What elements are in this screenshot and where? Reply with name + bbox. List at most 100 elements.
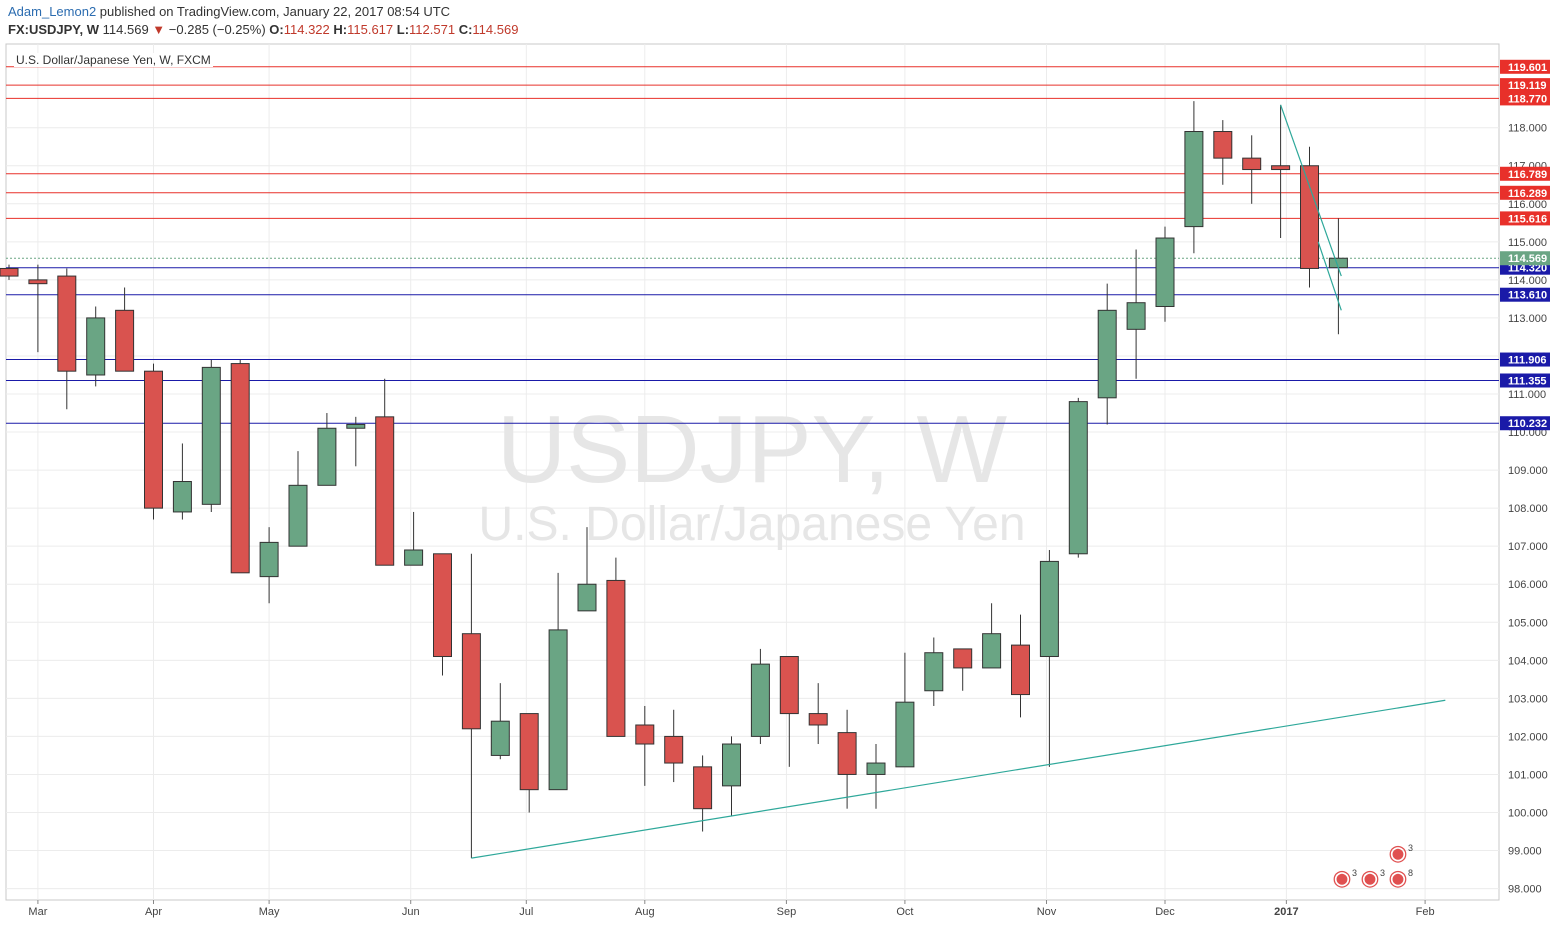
candle-body	[779, 656, 799, 715]
price-level-tag	[1500, 416, 1550, 431]
y-tick-label: 101.000	[1508, 769, 1548, 781]
x-tick-label: Aug	[635, 906, 655, 918]
x-tick-label: Feb	[1416, 906, 1435, 918]
y-tick-label: 116.000	[1508, 199, 1547, 211]
candle-body	[1097, 309, 1117, 399]
chart-area[interactable]: 98.000 99.000 100.000 101.000 102.000 103.000…	[0, 42, 1556, 926]
candle-body	[461, 633, 481, 730]
price-chart[interactable]: 98.000 99.000 100.000 101.000 102.000 103.000…	[0, 42, 1556, 926]
y-tick-label: 106.000	[1508, 579, 1548, 591]
price-level-tag	[1500, 211, 1550, 226]
event-marker-count: 3	[1408, 843, 1413, 853]
candle-body	[953, 648, 973, 669]
candle-body	[317, 427, 337, 486]
candle-body	[664, 735, 684, 764]
price-level-label: 119.119	[1508, 80, 1547, 92]
y-tick-label: 103.000	[1508, 693, 1548, 705]
high-label: H:	[333, 22, 348, 37]
y-tick-label: 104.000	[1508, 655, 1548, 667]
candle-body	[28, 279, 48, 285]
price-level-label: 116.289	[1508, 188, 1547, 200]
y-tick-label: 102.000	[1508, 731, 1548, 743]
candle-body	[808, 713, 828, 726]
candle-body	[1155, 237, 1175, 308]
candle-body	[1213, 131, 1233, 159]
candle-body	[490, 720, 510, 756]
candle-body	[606, 579, 626, 737]
price-level-tag	[1500, 166, 1550, 181]
candle-body	[259, 541, 279, 578]
x-tick-label: May	[259, 906, 280, 918]
candle-body	[1242, 157, 1262, 171]
y-tick-label: 109.000	[1508, 465, 1548, 477]
price-level-label: 119.601	[1508, 62, 1547, 74]
y-tick-label: 107.000	[1508, 541, 1548, 553]
candle-body	[115, 309, 135, 372]
low-label: L:	[396, 22, 410, 37]
price-level-label: 118.770	[1508, 93, 1547, 105]
candle-body	[1126, 302, 1146, 330]
candle-body	[895, 701, 915, 768]
trendline	[1317, 241, 1342, 311]
event-marker-icon: ◉	[1360, 865, 1379, 890]
price-level-tag	[1500, 352, 1550, 367]
candle-body	[1068, 401, 1088, 555]
event-marker-count: 8	[1408, 868, 1413, 878]
published-text: published on TradingView.com, January 22…	[99, 4, 451, 19]
candle-body	[577, 583, 597, 612]
candle-body	[201, 366, 221, 505]
y-tick-label: 115.000	[1508, 237, 1547, 249]
candle-body	[866, 762, 886, 775]
last-price-tag	[1500, 251, 1550, 266]
candle-body	[144, 370, 163, 509]
price-level-tag	[1500, 185, 1550, 200]
price-level-label: 110.232	[1508, 418, 1547, 430]
price-level-tag	[1500, 59, 1550, 74]
y-tick-label: 118.000	[1508, 123, 1547, 135]
close-label: C:	[458, 22, 473, 37]
x-tick-label: Oct	[896, 906, 913, 918]
candle-body	[548, 629, 568, 791]
trendline	[1280, 104, 1342, 277]
price-level-tag	[1500, 78, 1550, 93]
price-level-label: 111.906	[1508, 355, 1547, 367]
author-link[interactable]: Adam_Lemon2	[8, 4, 97, 19]
y-tick-label: 100.000	[1508, 807, 1548, 819]
low-value: 112.571	[409, 22, 456, 37]
candle-body	[288, 484, 308, 547]
candle-body	[750, 663, 770, 737]
y-tick-label: 111.000	[1508, 389, 1546, 401]
price-level-tag	[1500, 91, 1550, 106]
x-tick-label: Nov	[1037, 906, 1057, 918]
watermark-symbol: USDJPY, W	[497, 396, 1008, 503]
price-level-label: 111.355	[1508, 376, 1547, 388]
x-tick-label: Mar	[28, 906, 47, 918]
candle-body	[433, 553, 452, 658]
candle-body	[1011, 644, 1030, 696]
x-tick-label: Jul	[519, 906, 533, 918]
price-level-label: 116.789	[1508, 169, 1547, 181]
change-arrow-icon: ▼	[152, 22, 166, 37]
price-level-label: 113.610	[1508, 290, 1547, 302]
candle-body	[86, 317, 106, 376]
price-level-label: 115.616	[1508, 213, 1547, 225]
ohlc-line: FX:USDJPY, W 114.569 ▼ −0.285 (−0.25%) O…	[8, 22, 518, 37]
candle-body	[230, 363, 250, 574]
event-marker-count: 3	[1352, 868, 1357, 878]
x-tick-label: Jun	[402, 906, 420, 918]
trendline	[471, 699, 1446, 859]
publish-header: Adam_Lemon2 published on TradingView.com…	[0, 0, 1556, 42]
y-tick-label: 114.000	[1508, 275, 1547, 287]
y-tick-label: 98.000	[1508, 884, 1542, 896]
event-marker-icon: ◉	[1332, 865, 1351, 890]
price-level-tag	[1500, 373, 1550, 388]
candle-body	[635, 724, 655, 745]
publish-line: Adam_Lemon2 published on TradingView.com…	[8, 4, 450, 19]
open-label: O:	[269, 22, 284, 37]
event-marker-count: 3	[1380, 868, 1385, 878]
close-value: 114.569	[472, 22, 519, 37]
candle-body	[375, 416, 395, 566]
candle-body	[837, 732, 857, 775]
candle-body	[404, 549, 424, 566]
candle-body	[519, 713, 539, 791]
